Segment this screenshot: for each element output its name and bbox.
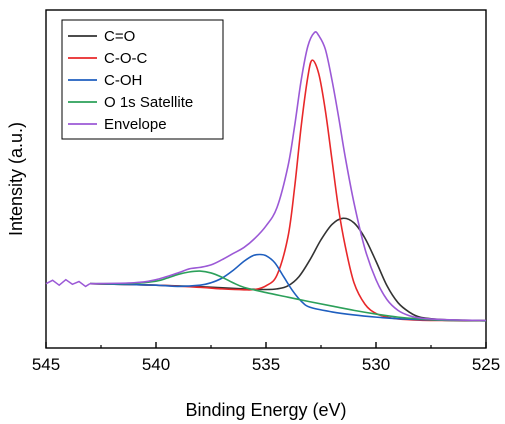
x-tick-label: 540 (142, 355, 170, 374)
legend-label-c-o-c: C-O-C (104, 50, 147, 67)
x-axis-ticks: 545 540 535 530 525 (32, 342, 500, 374)
x-tick-label: 545 (32, 355, 60, 374)
series-line-o-1s-satellite (89, 270, 487, 322)
legend-label-c-o: C=O (104, 28, 135, 45)
series-layer (45, 31, 487, 322)
legend-label-o-1s-satellite: O 1s Satellite (104, 94, 193, 111)
x-tick-label: 530 (362, 355, 390, 374)
y-axis-title: Intensity (a.u.) (6, 122, 26, 236)
x-tick-label: 535 (252, 355, 280, 374)
legend-label-envelope: Envelope (104, 116, 167, 133)
series-line-envelope (89, 31, 487, 322)
series-line-c-oh (89, 253, 487, 322)
x-tick-label: 525 (472, 355, 500, 374)
legend-label-c-oh: C-OH (104, 72, 142, 89)
series-baseline-noise (45, 278, 91, 288)
legend: C=O C-O-C C-OH O 1s Satellite Envelope (61, 19, 224, 140)
x-axis-title: Binding Energy (eV) (185, 400, 346, 420)
